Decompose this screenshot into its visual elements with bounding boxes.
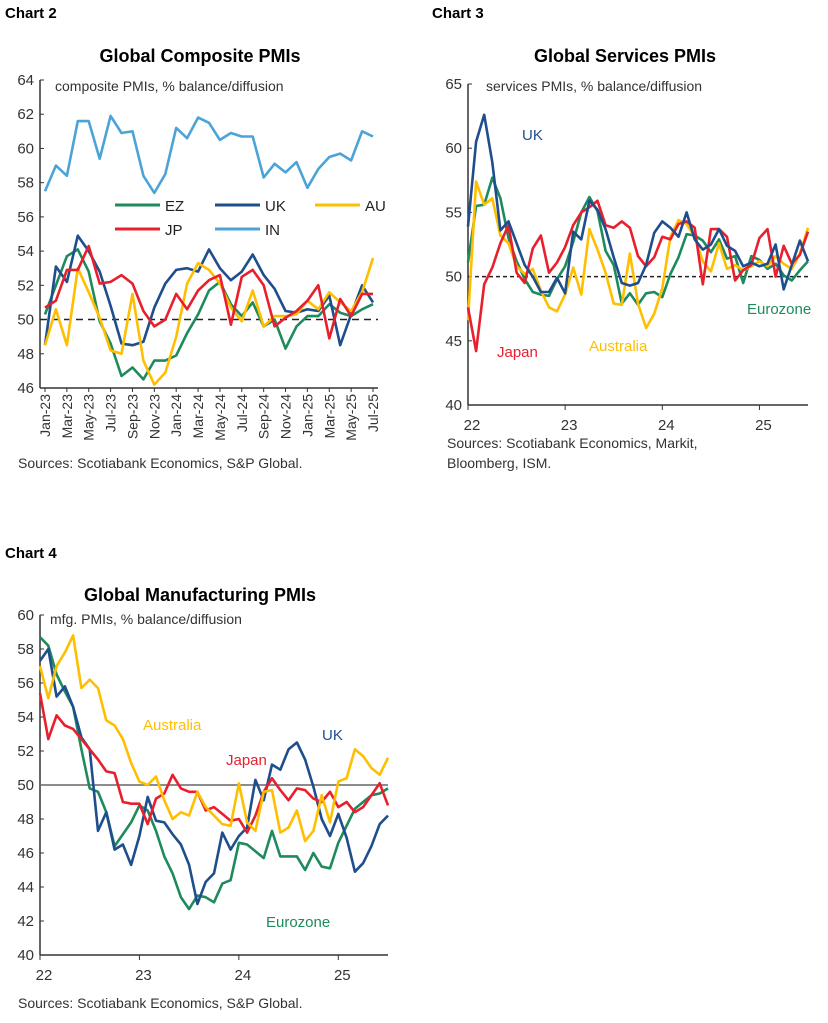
y-tick-label: 58 [17,175,34,192]
y-tick-label: 46 [17,845,34,862]
y-tick-label: 50 [17,777,34,794]
x-tick-label: Sep-24 [256,394,272,439]
series-line-uk [466,113,810,295]
chart-3: Global Services PMIs services PMIs, % bal… [445,46,811,471]
y-tick-label: 52 [17,277,34,294]
series-label-australia: Australia [589,338,648,355]
series-label-uk: UK [522,127,543,144]
x-tick-label: Mar-23 [59,394,75,439]
y-tick-label: 60 [445,140,462,157]
x-tick-label: May-25 [343,394,359,441]
chart-title: Global Services PMIs [534,46,716,66]
y-tick-label: 55 [445,204,462,221]
series-label-japan: Japan [226,752,267,769]
chart-subtitle: composite PMIs, % balance/diffusion [55,78,284,94]
x-tick-label: Nov-24 [278,394,294,439]
chart-2: Global Composite PMIs composite PMIs, % b… [17,46,386,471]
y-tick-label: 50 [445,269,462,286]
legend-label-in: IN [265,222,280,239]
x-tick-label: 24 [235,967,252,984]
x-tick-label: 22 [464,417,481,434]
x-tick-label: Jan-24 [168,394,184,437]
y-tick-label: 62 [17,106,34,123]
series-line-in [43,114,374,195]
x-tick-label: 22 [36,967,53,984]
x-tick-label: 24 [658,417,675,434]
x-tick-label: 25 [334,967,351,984]
series-line-japan [38,692,390,834]
series-line-au [43,257,375,386]
y-tick-label: 56 [17,675,34,692]
y-tick-label: 64 [17,72,34,89]
series-label-japan: Japan [497,344,538,361]
chart-3-label: Chart 3 [432,5,484,22]
y-tick-label: 48 [17,346,34,363]
x-tick-label: 23 [561,417,578,434]
y-tick-label: 48 [17,811,34,828]
legend-label-au: AU [365,198,386,215]
chart-2-label: Chart 2 [5,5,57,22]
y-tick-label: 58 [17,641,34,658]
chart-4: Global Manufacturing PMIs mfg. PMIs, % ba… [17,585,390,1011]
series-line-eurozone [39,636,389,911]
chart-4-label: Chart 4 [5,545,57,562]
series-label-eurozone: Eurozone [266,914,330,931]
y-tick-label: 52 [17,743,34,760]
x-tick-label: Jan-23 [37,394,53,437]
x-tick-label: 25 [755,417,772,434]
y-tick-label: 46 [17,380,34,397]
y-tick-label: 60 [17,140,34,157]
x-tick-label: Mar-24 [190,394,206,439]
source-note: Sources: Scotiabank Economics, S&P Globa… [18,995,303,1011]
series-line-jp [44,244,373,340]
x-tick-label: Mar-25 [321,394,337,439]
y-tick-label: 50 [17,312,34,329]
x-tick-label: Jul-23 [103,394,119,432]
x-tick-label: Jan-25 [299,394,315,437]
chart-subtitle: services PMIs, % balance/diffusion [486,78,702,94]
x-tick-label: Sep-23 [124,394,140,439]
legend-label-uk: UK [265,198,286,215]
y-tick-label: 56 [17,209,34,226]
y-tick-label: 45 [445,333,462,350]
y-tick-label: 40 [445,397,462,414]
chart-title: Global Manufacturing PMIs [84,585,316,605]
y-tick-label: 54 [17,243,34,260]
series-label-uk: UK [322,727,343,744]
series-label-eurozone: Eurozone [747,301,811,318]
legend-label-ez: EZ [165,198,184,215]
series-line-eurozone [466,176,809,307]
y-tick-label: 60 [17,607,34,624]
y-tick-label: 54 [17,709,34,726]
y-tick-label: 65 [445,76,462,93]
x-tick-label: Nov-23 [146,394,162,439]
x-tick-label: Jul-24 [234,394,250,432]
x-tick-label: 23 [135,967,152,984]
x-tick-label: Jul-25 [365,394,381,432]
y-tick-label: 42 [17,913,34,930]
series-line-japan [466,199,810,353]
series-line-uk [38,647,389,906]
source-note: Sources: Scotiabank Economics, S&P Globa… [18,455,303,471]
legend-label-jp: JP [165,222,183,239]
source-note: Sources: Scotiabank Economics, Markit, [447,435,698,451]
series-line-australia [38,634,390,843]
y-tick-label: 44 [17,879,34,896]
chart-title: Global Composite PMIs [99,46,300,66]
y-tick-label: 40 [17,947,34,964]
x-tick-label: May-24 [212,394,228,441]
series-line-uk [43,234,375,347]
source-note-2: Bloomberg, ISM. [447,455,551,471]
x-tick-label: May-23 [81,394,97,441]
series-label-australia: Australia [143,717,202,734]
chart-subtitle: mfg. PMIs, % balance/diffusion [50,611,242,627]
